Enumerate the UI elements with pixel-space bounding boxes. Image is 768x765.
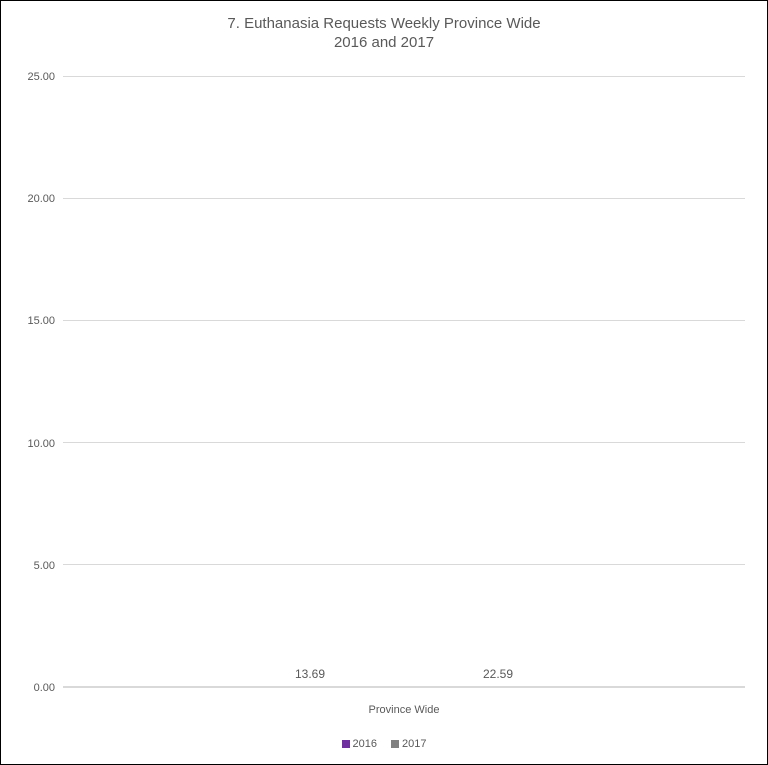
gridline [63, 320, 745, 321]
legend-label: 2017 [402, 738, 426, 750]
legend-swatch [342, 740, 350, 748]
y-tick-label: 20.00 [15, 193, 55, 205]
y-axis: 0.005.0010.0015.0020.0025.00 [19, 69, 61, 692]
plot-wrap: 0.005.0010.0015.0020.0025.00 13.6922.59 … [19, 69, 749, 692]
legend: 2016 2017 [1, 738, 767, 750]
legend-label: 2016 [353, 738, 377, 750]
bar-group-container: 13.69 22.59 [63, 77, 745, 687]
y-tick-label: 15.00 [15, 315, 55, 327]
y-tick-label: 0.00 [15, 682, 55, 694]
y-tick-label: 25.00 [15, 71, 55, 83]
chart-title-line2: 2016 and 2017 [1, 34, 767, 53]
chart-container: 7. Euthanasia Requests Weekly Province W… [0, 0, 768, 765]
legend-item: 2016 [342, 738, 377, 750]
y-tick-label: 10.00 [15, 438, 55, 450]
gridline [63, 76, 745, 77]
gridline [63, 442, 745, 443]
bar-label: 13.69 [295, 667, 325, 681]
legend-item: 2017 [391, 738, 426, 750]
gridline [63, 198, 745, 199]
x-axis-label: Province Wide [63, 704, 745, 716]
legend-swatch [391, 740, 399, 748]
gridline [63, 564, 745, 565]
gridline [63, 686, 745, 687]
y-tick-label: 5.00 [15, 560, 55, 572]
chart-title: 7. Euthanasia Requests Weekly Province W… [1, 1, 767, 53]
chart-title-line1: 7. Euthanasia Requests Weekly Province W… [1, 15, 767, 34]
bar-label: 22.59 [483, 667, 513, 681]
plot-area: 13.69 22.59 [63, 77, 745, 688]
